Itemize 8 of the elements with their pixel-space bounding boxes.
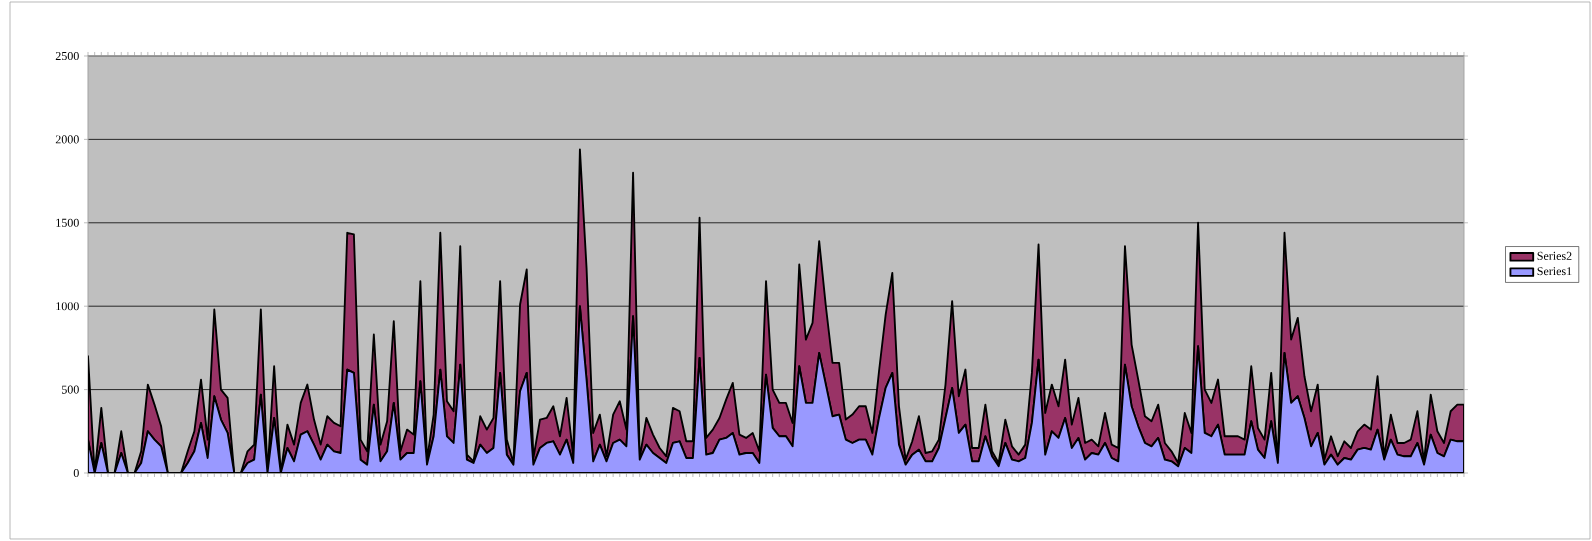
y-tick-label: 2500 (55, 51, 79, 61)
y-tick-label: 1500 (56, 218, 79, 227)
y-tick-label: 1000 (56, 302, 79, 311)
legend-label: Series1 (1537, 267, 1572, 276)
y-tick-label: 0 (73, 468, 79, 478)
legend-label: Series2 (1537, 251, 1572, 260)
y-tick-label: 2000 (55, 135, 79, 144)
y-tick-label: 500 (61, 385, 79, 394)
